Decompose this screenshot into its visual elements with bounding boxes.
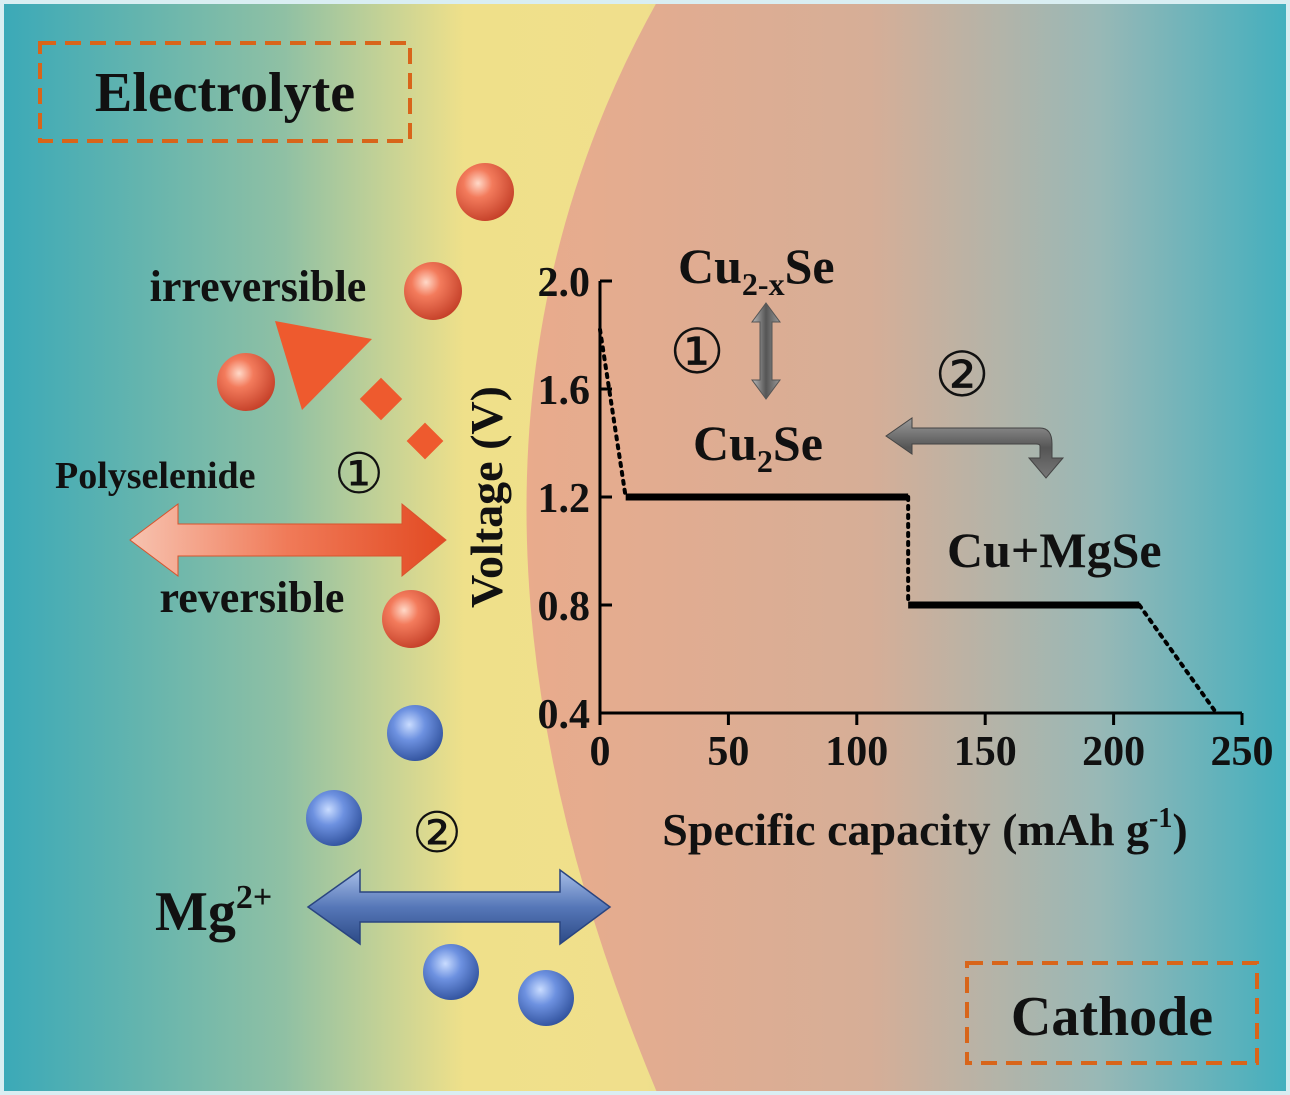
red-sphere [382,590,440,648]
cathode-box [965,961,1259,1065]
electrolyte-label: Electrolyte [95,62,355,124]
irreversible-arrow [275,321,444,460]
x-ticks: 0 50 100 150 200 250 [590,713,1274,775]
red-sphere [404,262,462,320]
blue-sphere [518,970,574,1026]
x-tick-label: 150 [954,729,1017,775]
y-tick-label: 0.8 [538,584,591,630]
cu-mgse-label: Cu+MgSe [947,522,1162,578]
x-tick-label: 200 [1082,729,1145,775]
cu2se-label: Cu2Se [693,415,823,479]
cathode-label: Cathode [1011,986,1213,1048]
blue-sphere [387,705,443,761]
curve-segment-dotted [598,327,628,499]
blue-sphere [423,944,479,1000]
x-tick-label: 50 [707,729,749,775]
cathode-region [526,0,1290,1095]
mg-ion-charge: 2+ [236,879,272,916]
x-tick-label: 0 [590,729,611,775]
red-sphere [217,353,275,411]
voltage-capacity-chart: 2.0 1.6 1.2 0.8 0.4 0 50 100 150 200 250 Voltage … [461,260,1274,855]
red-sphere [456,163,514,221]
y-axis-label: Voltage (V) [461,386,512,608]
curve-segment-dotted [1137,603,1219,715]
mg-ion-double-arrow [306,868,612,946]
mg-ion-base: Mg [155,881,236,943]
irreversible-label: irreversible [150,262,367,311]
reversible-label: reversible [160,573,345,622]
step-2-marker-left: ② [412,801,462,866]
mg-ion-label: Mg2+ [155,879,272,943]
phase-transition-vertical-arrow [751,302,781,400]
y-tick-label: 1.2 [538,476,591,522]
polyselenide-label: Polyselenide [55,455,256,497]
x-tick-label: 250 [1211,729,1274,775]
phase-transition-bent-arrow [885,417,1065,479]
step-2-marker-chart: ② [934,338,990,411]
polyselenide-spheres [217,163,514,648]
y-tick-label: 0.4 [538,692,591,738]
electrolyte-box [38,41,412,143]
y-tick-label: 1.6 [538,368,591,414]
x-tick-label: 100 [825,729,888,775]
discharge-curve [598,327,1219,715]
x-axis-label: Specific capacity (mAh g-1) [662,803,1187,855]
y-tick-label: 2.0 [538,260,591,306]
y-ticks: 2.0 1.6 1.2 0.8 0.4 [538,260,612,738]
step-1-marker-left: ① [334,442,384,507]
polyselenide-double-arrow [129,502,447,578]
blue-sphere [306,790,362,846]
step-1-marker-chart: ① [669,315,725,388]
mg-ion-spheres [306,705,574,1026]
cu2xse-label: Cu2-xSe [678,238,835,302]
